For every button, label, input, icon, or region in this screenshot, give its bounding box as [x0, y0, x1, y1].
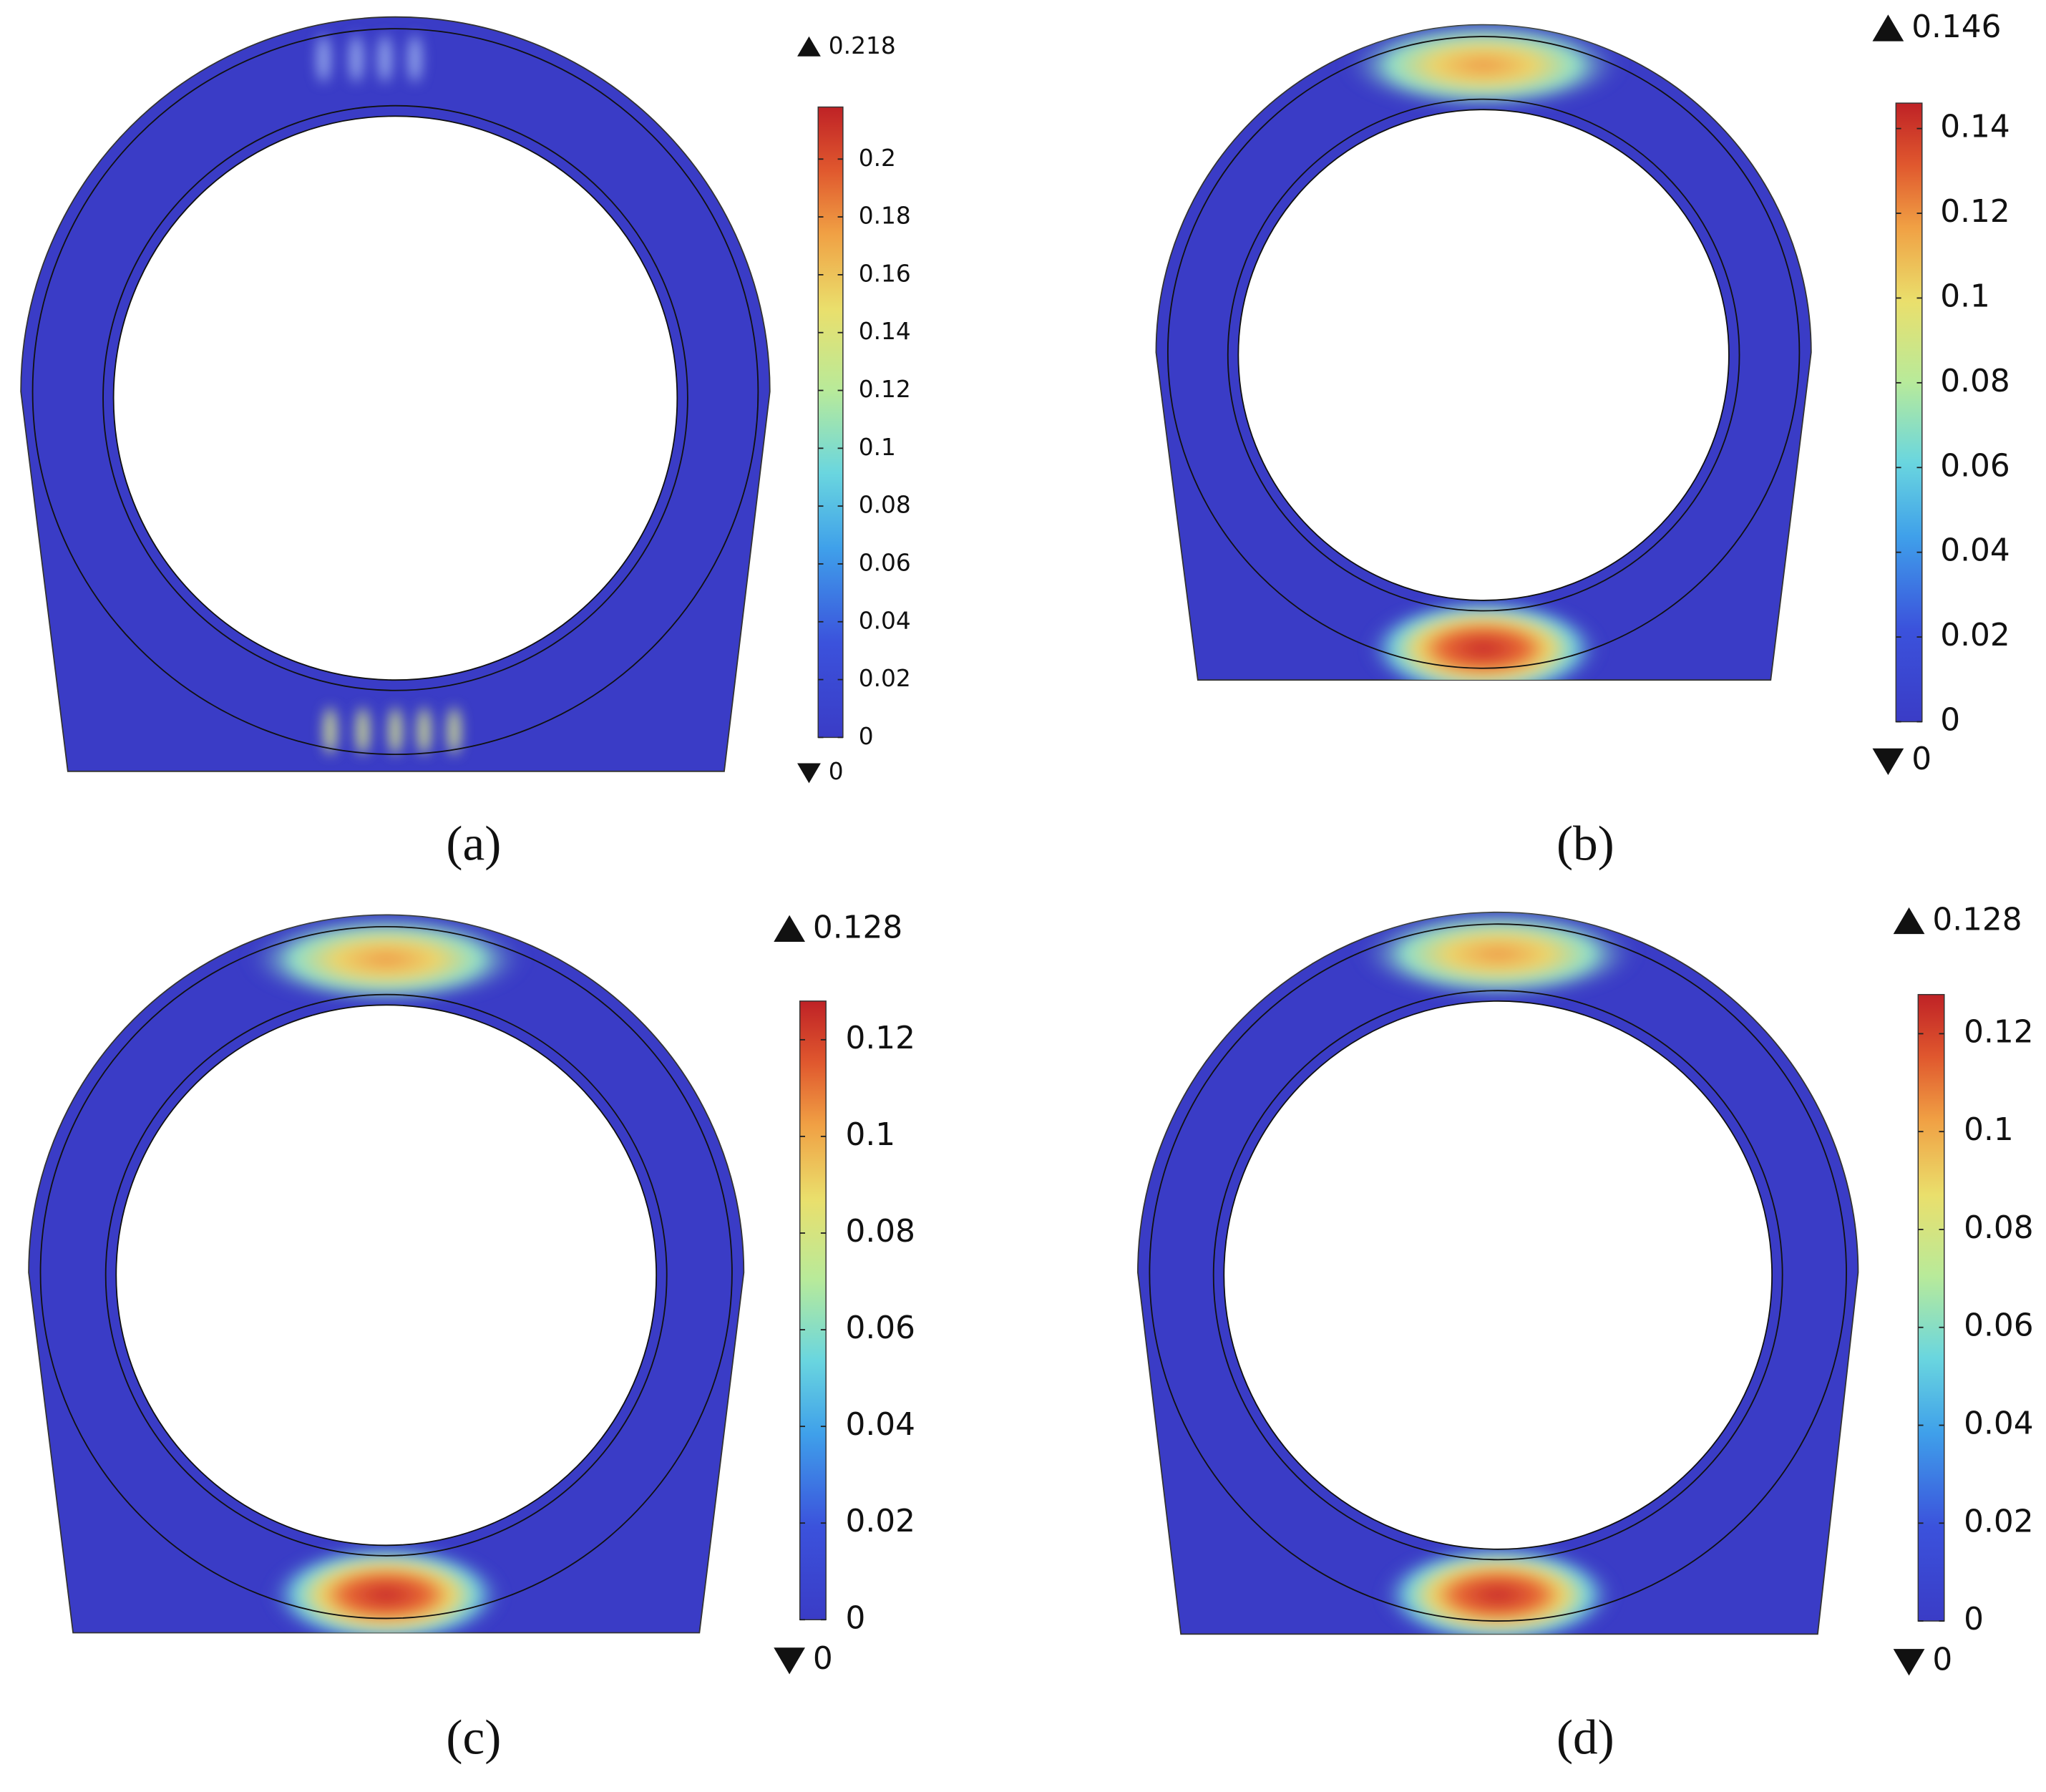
max-arrow — [774, 915, 806, 943]
hot-spot — [1354, 912, 1642, 1001]
tick-label: 0.2 — [859, 145, 896, 172]
panel: 0 0.02 0.04 0.06 0.08 0.1 0.12 0.128 0 (d) — [1137, 902, 2034, 1765]
panel: 0 0.02 0.04 0.06 0.08 0.1 0.12 0.14 0.146 0 (b) — [1155, 9, 2010, 870]
tick-label: 0.06 — [1940, 447, 2010, 484]
tick-label: 0.04 — [846, 1406, 915, 1443]
hot-spot — [1378, 1542, 1618, 1635]
colorbar — [1895, 102, 1923, 723]
tick-label: 0 — [1940, 702, 1960, 739]
min-label: 0 — [1932, 1642, 1952, 1678]
max-label: 0.128 — [1932, 902, 2022, 938]
max-arrow — [797, 36, 821, 57]
panel: 0 0.02 0.04 0.06 0.08 0.1 0.12 0.128 0 (c) — [28, 910, 915, 1765]
field — [243, 915, 530, 1633]
tick-label: 0.08 — [846, 1213, 915, 1250]
tick-label: 0.06 — [859, 549, 911, 576]
min-label: 0 — [813, 1640, 833, 1677]
min-label: 0 — [1911, 741, 1931, 777]
tick-label: 0.12 — [1940, 193, 2010, 230]
hole — [112, 115, 678, 681]
tick-label: 0.1 — [859, 434, 896, 461]
max-arrow — [1893, 907, 1925, 935]
tick-label: 0.04 — [1940, 532, 2010, 569]
max-label: 0.218 — [829, 32, 896, 59]
colorbar — [817, 106, 844, 739]
tick-label: 0.02 — [859, 665, 911, 692]
streak — [447, 707, 461, 755]
tick-label: 0.06 — [1964, 1308, 2033, 1344]
panel: 0 0.02 0.04 0.06 0.08 0.1 0.12 0.14 0.16 0.18 0.2 0… — [20, 16, 911, 870]
streak — [349, 35, 363, 82]
streak — [389, 707, 402, 755]
max-label: 0.128 — [813, 910, 902, 946]
min-arrow — [797, 763, 821, 784]
tick-label: 0.12 — [1964, 1013, 2033, 1050]
tick-label: 0.1 — [1964, 1111, 2014, 1148]
boundary — [1227, 98, 1740, 612]
max-arrow — [1872, 14, 1904, 42]
streak — [356, 707, 370, 755]
tick-label: 0.14 — [1940, 109, 2010, 145]
hot-spot — [1340, 24, 1627, 112]
boundary — [102, 104, 688, 691]
tick-label: 0.08 — [1940, 363, 2010, 399]
panel-label: (d) — [1557, 1710, 1614, 1765]
boundary — [1166, 36, 1801, 669]
tick-label: 0.02 — [846, 1503, 915, 1539]
min-label: 0 — [829, 758, 844, 785]
boundary — [1149, 923, 1847, 1622]
boundary — [1212, 990, 1783, 1561]
max-label: 0.146 — [1911, 9, 2001, 45]
field — [1340, 24, 1627, 681]
hole — [1237, 109, 1730, 601]
colorbar — [799, 1000, 827, 1620]
hot-spot — [266, 1542, 507, 1633]
streak — [378, 35, 392, 82]
tick-label: 0.1 — [1940, 278, 1990, 314]
tick-label: 0.08 — [859, 492, 911, 519]
panel-label: (b) — [1557, 815, 1614, 870]
tick-label: 0 — [859, 723, 874, 750]
tick-label: 0 — [846, 1599, 866, 1636]
tick-label: 0.02 — [1940, 617, 2010, 653]
boundary — [31, 28, 759, 756]
boundary — [104, 993, 668, 1557]
streak — [323, 707, 337, 755]
min-arrow — [774, 1647, 806, 1675]
tick-label: 0.18 — [859, 203, 911, 230]
streak — [417, 707, 431, 755]
hole — [1223, 1000, 1773, 1550]
streak — [317, 35, 331, 82]
field — [1354, 912, 1642, 1635]
boundary — [39, 925, 733, 1620]
tick-label: 0.04 — [1964, 1406, 2033, 1442]
min-arrow — [1893, 1649, 1925, 1676]
tick-label: 0.12 — [846, 1020, 915, 1056]
tick-label: 0.02 — [1964, 1503, 2033, 1539]
hot-spot — [1363, 596, 1604, 681]
min-arrow — [1872, 748, 1904, 775]
streak — [408, 35, 422, 82]
hole — [115, 1004, 658, 1547]
panel-label: (a) — [446, 815, 501, 870]
tick-label: 0.04 — [859, 607, 911, 634]
tick-label: 0.06 — [846, 1310, 915, 1346]
field — [317, 35, 461, 755]
tick-label: 0.14 — [859, 318, 911, 345]
tick-label: 0 — [1964, 1601, 1984, 1637]
tick-label: 0.1 — [846, 1116, 896, 1153]
hot-spot — [243, 915, 530, 1007]
panel-label: (c) — [446, 1710, 501, 1765]
colorbar — [1917, 993, 1945, 1622]
tick-label: 0.12 — [859, 376, 911, 403]
tick-label: 0.08 — [1964, 1209, 2033, 1246]
tick-label: 0.16 — [859, 260, 911, 287]
